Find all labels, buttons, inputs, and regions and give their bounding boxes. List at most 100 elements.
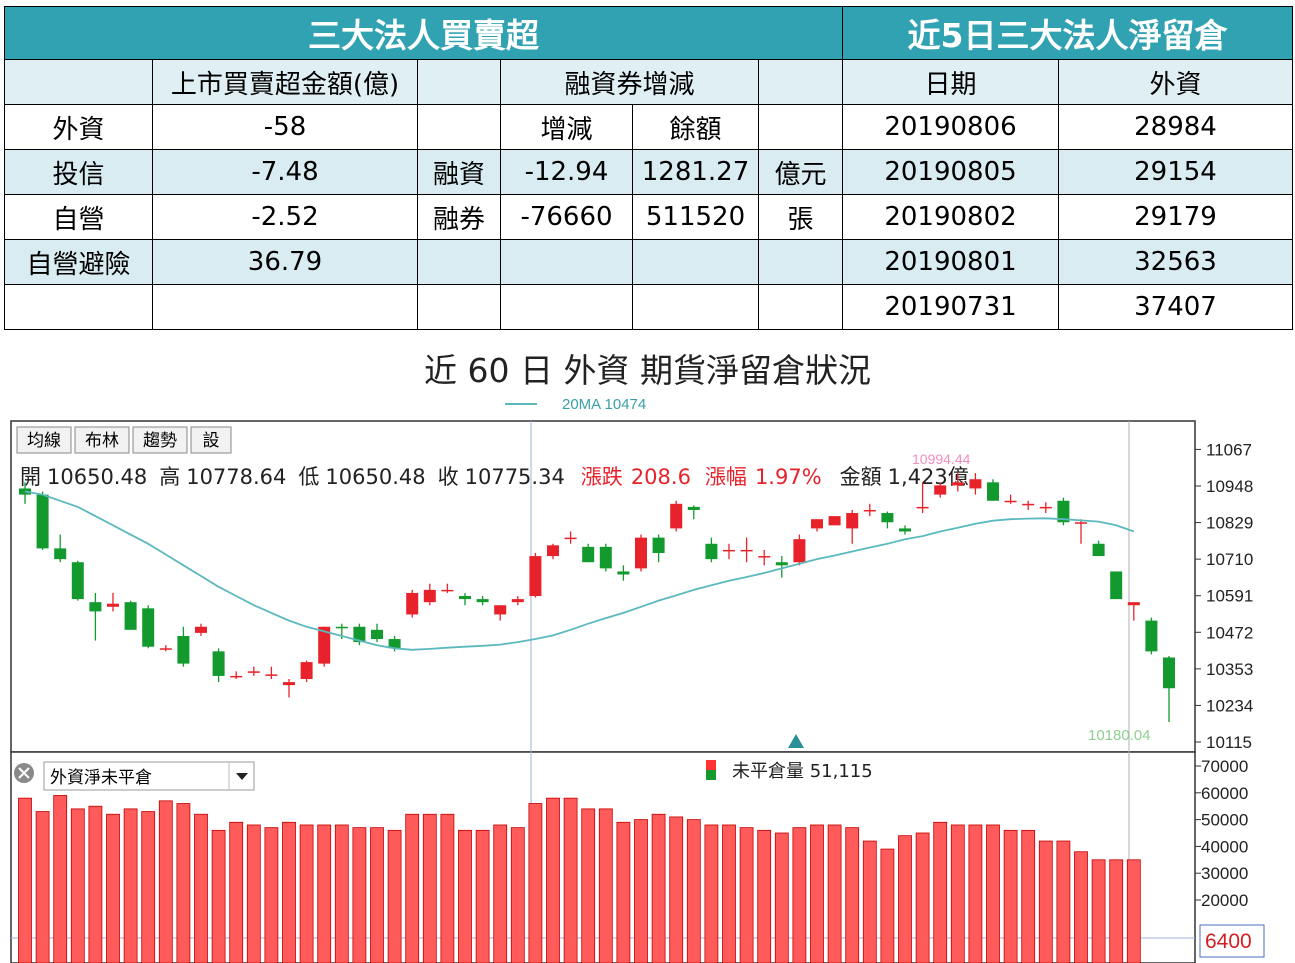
min-price-label: 10180.04 [1088, 727, 1151, 744]
sub-change-header: 增減 [500, 104, 633, 150]
candle [476, 596, 489, 606]
margin-unit: 張 [757, 194, 844, 240]
candle [1127, 602, 1140, 621]
candle [159, 645, 172, 652]
indicator-select[interactable]: 外資淨未平倉 [43, 761, 255, 791]
volume-bar [528, 803, 543, 963]
volume-bar [546, 797, 560, 963]
amount-cell: 36.79 [152, 239, 418, 285]
indicator-select-value: 外資淨未平倉 [50, 768, 152, 788]
candle [1092, 540, 1105, 557]
trend-button[interactable]: 趨勢 [132, 426, 188, 454]
candle [793, 534, 806, 566]
candle [582, 543, 595, 563]
volume-tick-label: 50000 [1201, 811, 1248, 830]
futures-chart: 20MA 10474 均線 布林 趨勢 設 開 10650.48 高 10778.64… [10, 396, 1265, 963]
right-table-title: 近5日三大法人淨留倉 [842, 6, 1293, 60]
volume-bar [915, 832, 930, 963]
row-label: 自營避險 [4, 239, 153, 285]
volume-bar [299, 824, 314, 963]
price-tick-label: 10472 [1206, 623, 1253, 642]
col-date-header: 日期 [842, 59, 1059, 105]
candle [951, 473, 964, 492]
candle [423, 583, 436, 606]
volume-bar [440, 813, 455, 963]
candle [969, 473, 982, 495]
bollinger-button[interactable]: 布林 [74, 426, 130, 454]
candle [828, 516, 841, 526]
marker-triangle-icon [788, 734, 804, 748]
price-panel-frame [10, 420, 1196, 753]
volume-bar [282, 821, 296, 963]
open-label: 開 [20, 465, 41, 489]
volume-bar [158, 800, 173, 963]
margin-change-cell: -76660 [500, 194, 633, 240]
volume-bar [370, 827, 384, 963]
volume-bar [246, 824, 261, 963]
price-tick-label: 10829 [1206, 514, 1253, 533]
volume-bar [35, 811, 50, 963]
volume-bar [458, 829, 472, 963]
amount-cell: -7.48 [152, 149, 418, 195]
volume-bar [53, 795, 68, 963]
candle [124, 600, 137, 630]
volume-bar [1038, 840, 1053, 963]
margin-label: 融資 [417, 149, 501, 195]
candle [1075, 519, 1087, 544]
candle [459, 592, 471, 606]
candle [300, 660, 313, 683]
volume-bar [563, 797, 578, 963]
margin-unit: 億元 [757, 149, 844, 195]
open-value: 10650.48 [47, 465, 147, 489]
volume-bar [598, 808, 613, 963]
price-tick-label: 10710 [1206, 550, 1253, 569]
candlesticks [19, 473, 1175, 723]
settings-button[interactable]: 設 [190, 426, 232, 454]
candle [652, 534, 665, 563]
institutional-trading-table: 三大法人買賣超 上市買賣超金額(億) 融資券增減 外資 -58 增減 餘額 投信… [3, 6, 844, 330]
ohlc-info: 開 10650.48 高 10778.64 低 10650.48 收 10775.34 漲跌 20… [20, 465, 969, 489]
date-cell: 20190806 [842, 104, 1059, 150]
volume-bar [986, 824, 1000, 963]
candle [705, 537, 718, 563]
volume-bar [334, 824, 349, 963]
pct-value: 1.97% [755, 465, 822, 489]
candle [987, 479, 999, 501]
volume-bar [1074, 851, 1088, 963]
volume-bar [88, 805, 103, 963]
candle [54, 534, 67, 563]
volume-bar [317, 824, 332, 963]
blank-header-cell [757, 59, 844, 105]
volume-bar [792, 827, 807, 963]
candle [36, 491, 49, 550]
value-cell: 29179 [1058, 194, 1293, 240]
candle [1110, 571, 1123, 600]
date-cell: 20190801 [842, 239, 1059, 285]
candle [899, 525, 911, 535]
volume-bar [264, 827, 279, 963]
candle [1022, 500, 1035, 510]
candle [511, 596, 524, 606]
date-cell: 20190731 [842, 284, 1059, 330]
close-value: 10775.34 [465, 465, 565, 489]
margin-label: 融券 [417, 194, 501, 240]
volume-bar [106, 813, 120, 963]
close-indicator-icon[interactable] [14, 763, 34, 783]
volume-bar [581, 808, 596, 963]
volume-bar [933, 821, 948, 963]
volume-bar [123, 808, 138, 963]
candle [529, 552, 542, 598]
change-label: 漲跌 [581, 465, 623, 489]
value-cell: 29154 [1058, 149, 1293, 195]
low-value: 10650.48 [325, 465, 425, 489]
volume-bar [669, 816, 684, 963]
ma-button[interactable]: 均線 [16, 426, 72, 454]
cursor-value: 6400 [1205, 930, 1252, 953]
candle [863, 503, 876, 517]
toolbar: 均線 布林 趨勢 設 [16, 426, 232, 454]
price-axis: 11067 10948 10829 10710 10591 10472 10353 10234… [1195, 440, 1253, 752]
volume-bar [1091, 859, 1106, 963]
volume-tick-label: 70000 [1201, 757, 1248, 776]
volume-bar [757, 829, 772, 963]
candle [318, 626, 331, 667]
